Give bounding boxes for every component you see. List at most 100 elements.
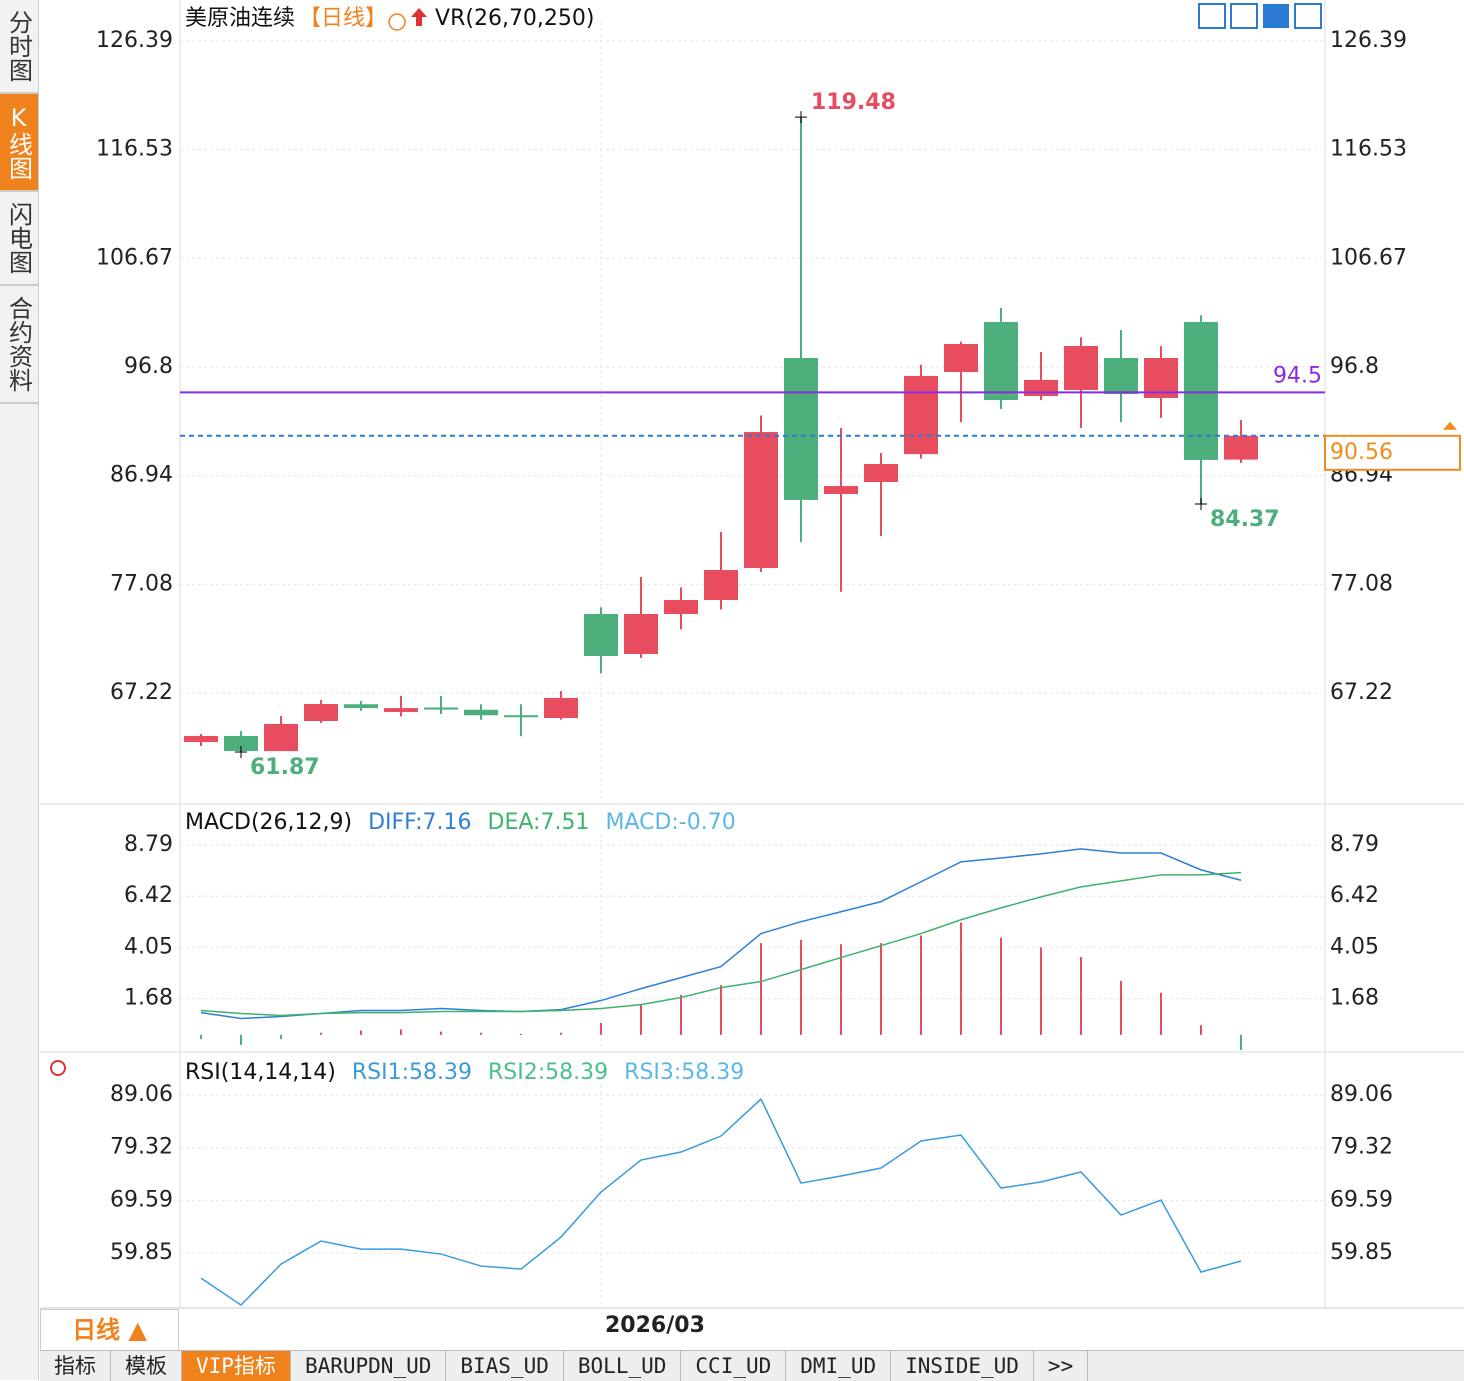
icon [388, 13, 406, 31]
y-tick-label: 96.8 [1330, 354, 1379, 379]
side-tab[interactable]: 合约资料 [0, 286, 38, 404]
extreme-marker [235, 745, 247, 758]
tab[interactable]: INSIDE_UD [891, 1351, 1034, 1381]
y-tick-label: 69.59 [110, 1187, 173, 1212]
candle-body [1224, 435, 1258, 460]
macd-line [200, 848, 1242, 1020]
candle-body [264, 723, 298, 752]
candle-body [504, 715, 538, 718]
candle-body [1184, 321, 1218, 460]
tab[interactable]: BIAS_UD [446, 1351, 564, 1381]
toolbar-icons[interactable] [1198, 3, 1322, 29]
candle-body [1144, 357, 1178, 398]
candle-body [824, 486, 858, 494]
sidebar: 分时图 K线图 闪电图 合约资料 [0, 0, 39, 1380]
icon [411, 8, 428, 26]
header-text: 【日线】 [299, 6, 387, 31]
tab[interactable]: 模板 [111, 1351, 182, 1381]
candle-body [464, 709, 498, 716]
y-tick-label: 106.67 [1330, 245, 1407, 270]
bg [40, 0, 1464, 1350]
candle-body [1104, 357, 1138, 395]
y-tick-label: 106.67 [96, 245, 173, 270]
side-tab[interactable]: 闪电图 [0, 192, 38, 286]
y-tick-label: 79.32 [1330, 1135, 1393, 1160]
y-tick-label: 67.22 [1330, 680, 1393, 705]
hline-label: 94.5 [1273, 363, 1322, 388]
y-tick-label: 126.39 [96, 28, 173, 53]
candle-body [424, 707, 458, 710]
y-tick-label: 79.32 [110, 1135, 173, 1160]
icon[interactable] [1230, 3, 1258, 29]
candle-body [624, 613, 658, 654]
price-tag [1324, 434, 1461, 471]
tab[interactable]: >> [1034, 1351, 1089, 1381]
y-tick-label: 86.94 [110, 463, 173, 488]
tab-bar: 指标 模板 VIP指标 BARUPDN_UD BIAS_UD BOLL_UD CCI_UD D… [40, 1350, 1464, 1381]
y-tick-label: 4.05 [124, 934, 173, 959]
macd-line [200, 871, 1242, 1017]
y-tick-label: 77.08 [110, 571, 173, 596]
rsi-line [200, 1097, 1242, 1307]
legend-text: RSI2:58.39 [488, 1060, 608, 1085]
settings-icon[interactable] [50, 1060, 66, 1076]
candle-body [864, 464, 898, 482]
icon[interactable] [1198, 3, 1226, 29]
side-tab[interactable]: K线图 [0, 94, 38, 192]
candle-body [664, 599, 698, 614]
legend-text: MACD(26,12,9) [185, 810, 352, 835]
x-tick-label: 2026/03 [605, 1313, 705, 1338]
y-tick-label: 69.59 [1330, 1187, 1393, 1212]
tab[interactable]: BARUPDN_UD [291, 1351, 447, 1381]
y-tick-label: 89.06 [1330, 1082, 1393, 1107]
icon[interactable] [1294, 3, 1322, 29]
legend-text: RSI(14,14,14) [185, 1060, 336, 1085]
y-tick-label: 6.42 [124, 883, 173, 908]
y-tick-label: 4.05 [1330, 934, 1379, 959]
tab[interactable]: 指标 [40, 1351, 111, 1381]
y-tick-label: 67.22 [110, 680, 173, 705]
candle-body [544, 697, 578, 719]
y-tick-label: 96.8 [124, 354, 173, 379]
y-tick-label: 126.39 [1330, 28, 1407, 53]
arrow-icon [1443, 421, 1457, 430]
y-tick-label: 8.79 [1330, 832, 1379, 857]
tab[interactable]: BOLL_UD [564, 1351, 682, 1381]
candle-body [944, 343, 978, 372]
candle-body [584, 613, 618, 656]
y-tick-label: 59.85 [110, 1240, 173, 1265]
candle-body [304, 704, 338, 721]
candle-body [184, 735, 218, 743]
icon[interactable] [1263, 4, 1289, 28]
candle-body [904, 375, 938, 455]
low-label: 84.37 [1210, 507, 1280, 532]
low-label: 61.87 [250, 755, 320, 780]
price-tag-label: 90.56 [1330, 440, 1393, 465]
header-text: VR(26,70,250) [435, 6, 594, 31]
y-tick-label: 77.08 [1330, 571, 1393, 596]
y-tick-label: 116.53 [96, 137, 173, 162]
candle-body [224, 735, 258, 751]
legend-text: MACD:-0.70 [605, 810, 735, 835]
y-tick-label: 89.06 [110, 1082, 173, 1107]
side-tab[interactable]: 分时图 [0, 0, 38, 94]
header-text: 美原油连续 [185, 6, 295, 31]
y-tick-label: 6.42 [1330, 883, 1379, 908]
legend-text: DIFF:7.16 [368, 810, 471, 835]
candle-body [344, 704, 378, 709]
candle-body [704, 570, 738, 600]
candle-body [744, 432, 778, 569]
candle-body [784, 357, 818, 500]
legend-text: DEA:7.51 [488, 810, 590, 835]
candle-body [984, 321, 1018, 400]
tab[interactable]: CCI_UD [681, 1351, 787, 1381]
candle-body [1064, 345, 1098, 390]
candle-body [1024, 379, 1058, 397]
period-button[interactable]: 日线 ▲ [40, 1309, 179, 1351]
tab[interactable]: VIP指标 [182, 1351, 291, 1381]
y-tick-label: 59.85 [1330, 1240, 1393, 1265]
tab[interactable]: DMI_UD [786, 1351, 892, 1381]
extreme-marker [795, 111, 807, 124]
